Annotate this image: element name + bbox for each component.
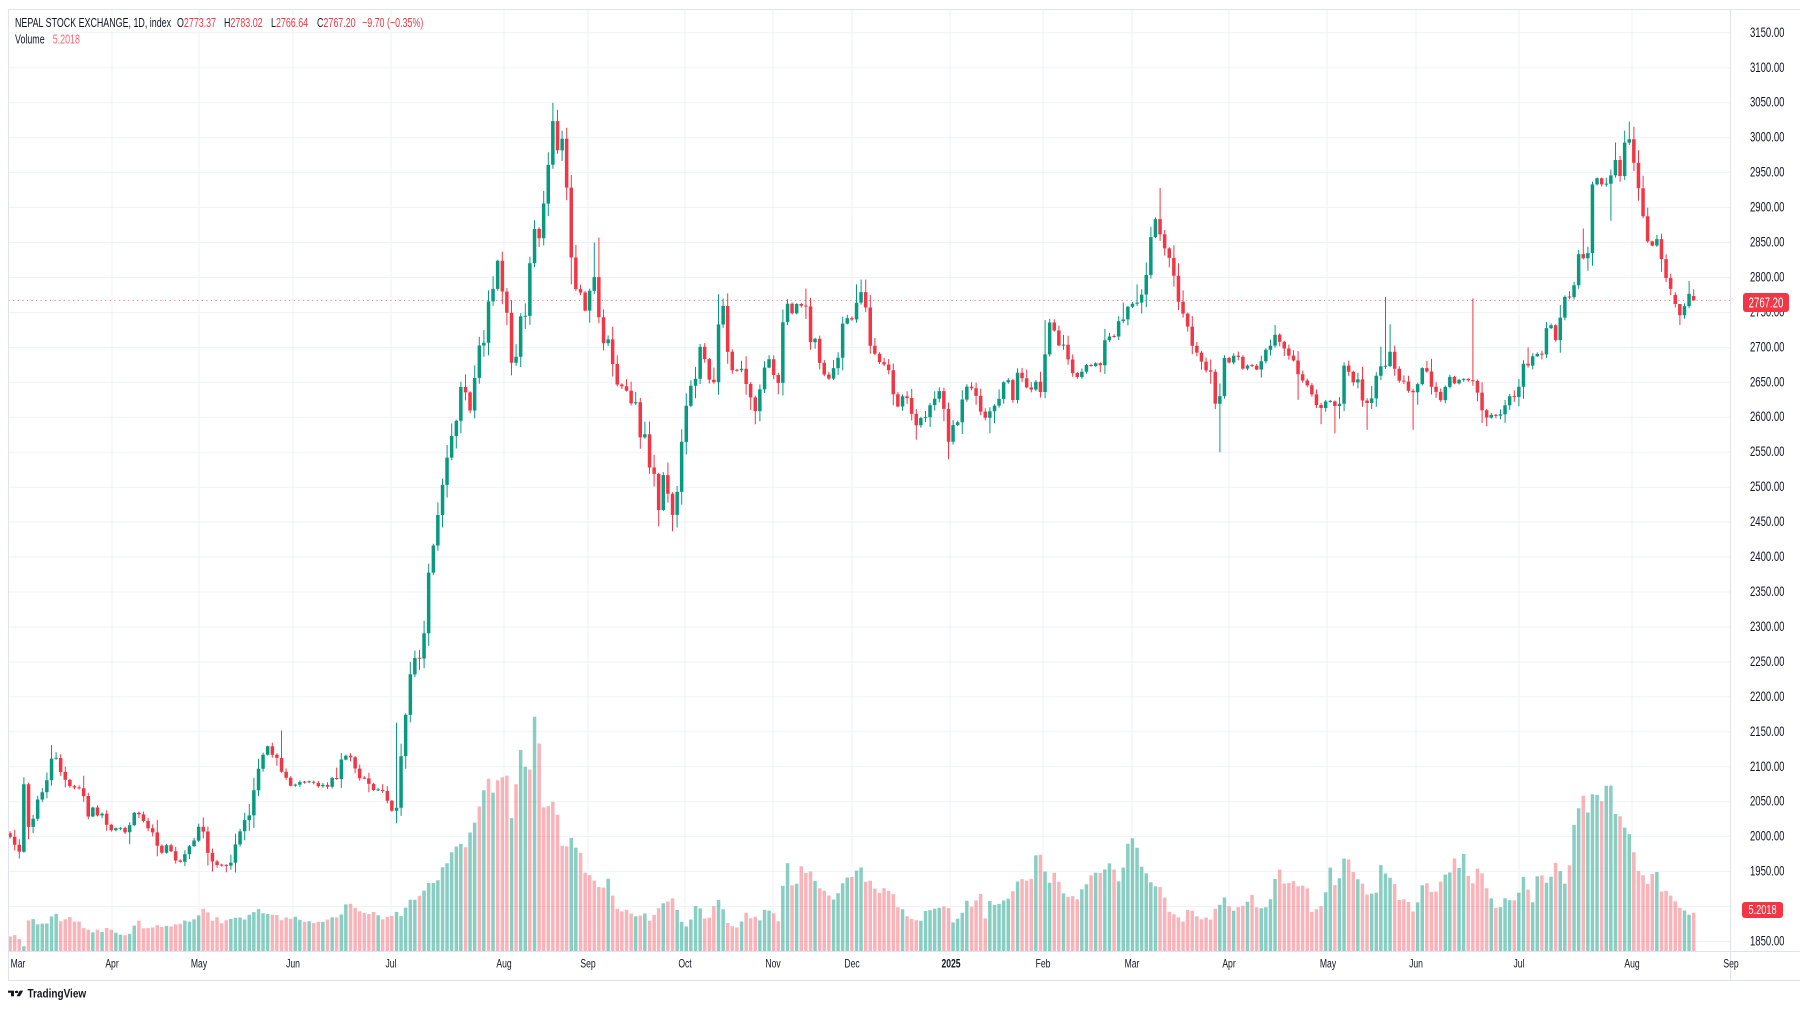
svg-text:−9.70 (−0.35%): −9.70 (−0.35%) <box>362 17 423 31</box>
svg-text:Aug: Aug <box>496 958 511 971</box>
svg-text:Sep: Sep <box>1723 958 1738 971</box>
svg-text:1950.00: 1950.00 <box>1750 864 1785 879</box>
svg-text:Feb: Feb <box>1036 958 1051 971</box>
svg-text:Volume: Volume <box>15 33 45 47</box>
svg-text:2900.00: 2900.00 <box>1750 200 1785 215</box>
svg-text:2850.00: 2850.00 <box>1750 235 1785 250</box>
svg-text:3050.00: 3050.00 <box>1750 95 1785 110</box>
svg-text:Jul: Jul <box>1514 958 1525 971</box>
svg-text:3150.00: 3150.00 <box>1750 25 1785 40</box>
svg-text:2450.00: 2450.00 <box>1750 515 1785 530</box>
svg-text:2500.00: 2500.00 <box>1750 480 1785 495</box>
svg-text:May: May <box>1320 958 1337 971</box>
svg-text:Jun: Jun <box>286 958 300 971</box>
svg-text:Sep: Sep <box>580 958 595 971</box>
svg-text:C2767.20: C2767.20 <box>317 17 356 31</box>
svg-text:2600.00: 2600.00 <box>1750 410 1785 425</box>
svg-text:2400.00: 2400.00 <box>1750 550 1785 565</box>
svg-text:H2783.02: H2783.02 <box>224 17 263 31</box>
svg-text:Apr: Apr <box>105 958 119 971</box>
svg-text:2050.00: 2050.00 <box>1750 794 1785 809</box>
svg-text:5.2018: 5.2018 <box>53 33 80 47</box>
svg-text:2767.20: 2767.20 <box>1749 295 1784 311</box>
svg-text:L2766.64: L2766.64 <box>271 17 308 31</box>
svg-text:2950.00: 2950.00 <box>1750 165 1785 180</box>
svg-text:Nov: Nov <box>765 958 781 971</box>
svg-text:5.2018: 5.2018 <box>1748 903 1776 917</box>
svg-text:2350.00: 2350.00 <box>1750 585 1785 600</box>
svg-text:Mar: Mar <box>1125 958 1140 971</box>
svg-text:O2773.37: O2773.37 <box>177 17 216 31</box>
svg-text:1850.00: 1850.00 <box>1750 934 1785 949</box>
svg-text:2650.00: 2650.00 <box>1750 375 1785 390</box>
svg-text:2200.00: 2200.00 <box>1750 689 1785 704</box>
svg-text:Apr: Apr <box>1222 958 1236 971</box>
svg-text:2150.00: 2150.00 <box>1750 724 1785 739</box>
svg-text:Mar: Mar <box>11 958 26 971</box>
svg-text:2700.00: 2700.00 <box>1750 340 1785 355</box>
svg-text:2550.00: 2550.00 <box>1750 445 1785 460</box>
svg-text:2800.00: 2800.00 <box>1750 270 1785 285</box>
svg-text:2100.00: 2100.00 <box>1750 759 1785 774</box>
svg-text:NEPAL STOCK EXCHANGE, 1D, inde: NEPAL STOCK EXCHANGE, 1D, index <box>15 17 171 31</box>
svg-text:Jul: Jul <box>386 958 397 971</box>
svg-text:Oct: Oct <box>678 958 691 971</box>
svg-text:3000.00: 3000.00 <box>1750 130 1785 145</box>
svg-text:May: May <box>191 958 208 971</box>
svg-text:Jun: Jun <box>1409 958 1423 971</box>
svg-text:2300.00: 2300.00 <box>1750 620 1785 635</box>
svg-text:3100.00: 3100.00 <box>1750 60 1785 75</box>
svg-text:2025: 2025 <box>941 958 960 971</box>
svg-text:2000.00: 2000.00 <box>1750 829 1785 844</box>
svg-text:TradingView: TradingView <box>28 988 87 1001</box>
svg-text:2250.00: 2250.00 <box>1750 654 1785 669</box>
svg-text:Aug: Aug <box>1624 958 1639 971</box>
svg-text:Dec: Dec <box>844 958 859 971</box>
